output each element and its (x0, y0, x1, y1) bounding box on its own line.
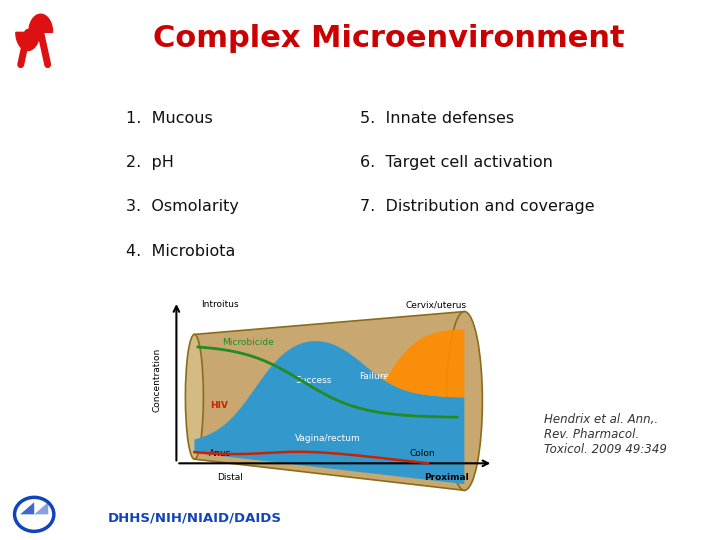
Text: DHHS/NIH/NIAID/DAIDS: DHHS/NIH/NIAID/DAIDS (108, 512, 282, 525)
Text: 1.  Mucous: 1. Mucous (126, 111, 212, 126)
Text: Hendrix et al. Ann,.
Rev. Pharmacol.
Toxicol. 2009 49:349: Hendrix et al. Ann,. Rev. Pharmacol. Tox… (544, 413, 667, 456)
Polygon shape (35, 502, 48, 514)
Text: 7.  Distribution and coverage: 7. Distribution and coverage (360, 199, 595, 214)
Text: 5.  Innate defenses: 5. Innate defenses (360, 111, 514, 126)
Text: Distal: Distal (217, 472, 243, 482)
Text: 6.  Target cell activation: 6. Target cell activation (360, 155, 553, 170)
Polygon shape (313, 329, 464, 397)
Text: Concentration: Concentration (152, 348, 161, 412)
Text: Cervix/uterus: Cervix/uterus (405, 300, 466, 309)
Ellipse shape (186, 334, 204, 459)
Text: 2.  pH: 2. pH (126, 155, 174, 170)
Text: Failure: Failure (359, 372, 390, 381)
Text: Introitus: Introitus (201, 300, 238, 309)
Polygon shape (20, 502, 35, 514)
Text: Colon: Colon (410, 449, 436, 458)
Text: Complex Microenvironment: Complex Microenvironment (153, 24, 625, 53)
Ellipse shape (446, 312, 482, 490)
Text: 3.  Osmolarity: 3. Osmolarity (126, 199, 239, 214)
Text: Anus: Anus (209, 449, 230, 458)
Text: Microbicide: Microbicide (222, 338, 274, 347)
Text: Proximal: Proximal (424, 472, 469, 482)
Polygon shape (194, 312, 464, 490)
Text: Vagina/rectum: Vagina/rectum (294, 434, 361, 443)
Polygon shape (194, 341, 464, 484)
Text: HIV: HIV (211, 401, 229, 410)
Text: Success: Success (295, 376, 331, 384)
Text: 4.  Microbiota: 4. Microbiota (126, 244, 235, 259)
Polygon shape (16, 32, 40, 50)
Polygon shape (29, 14, 53, 32)
